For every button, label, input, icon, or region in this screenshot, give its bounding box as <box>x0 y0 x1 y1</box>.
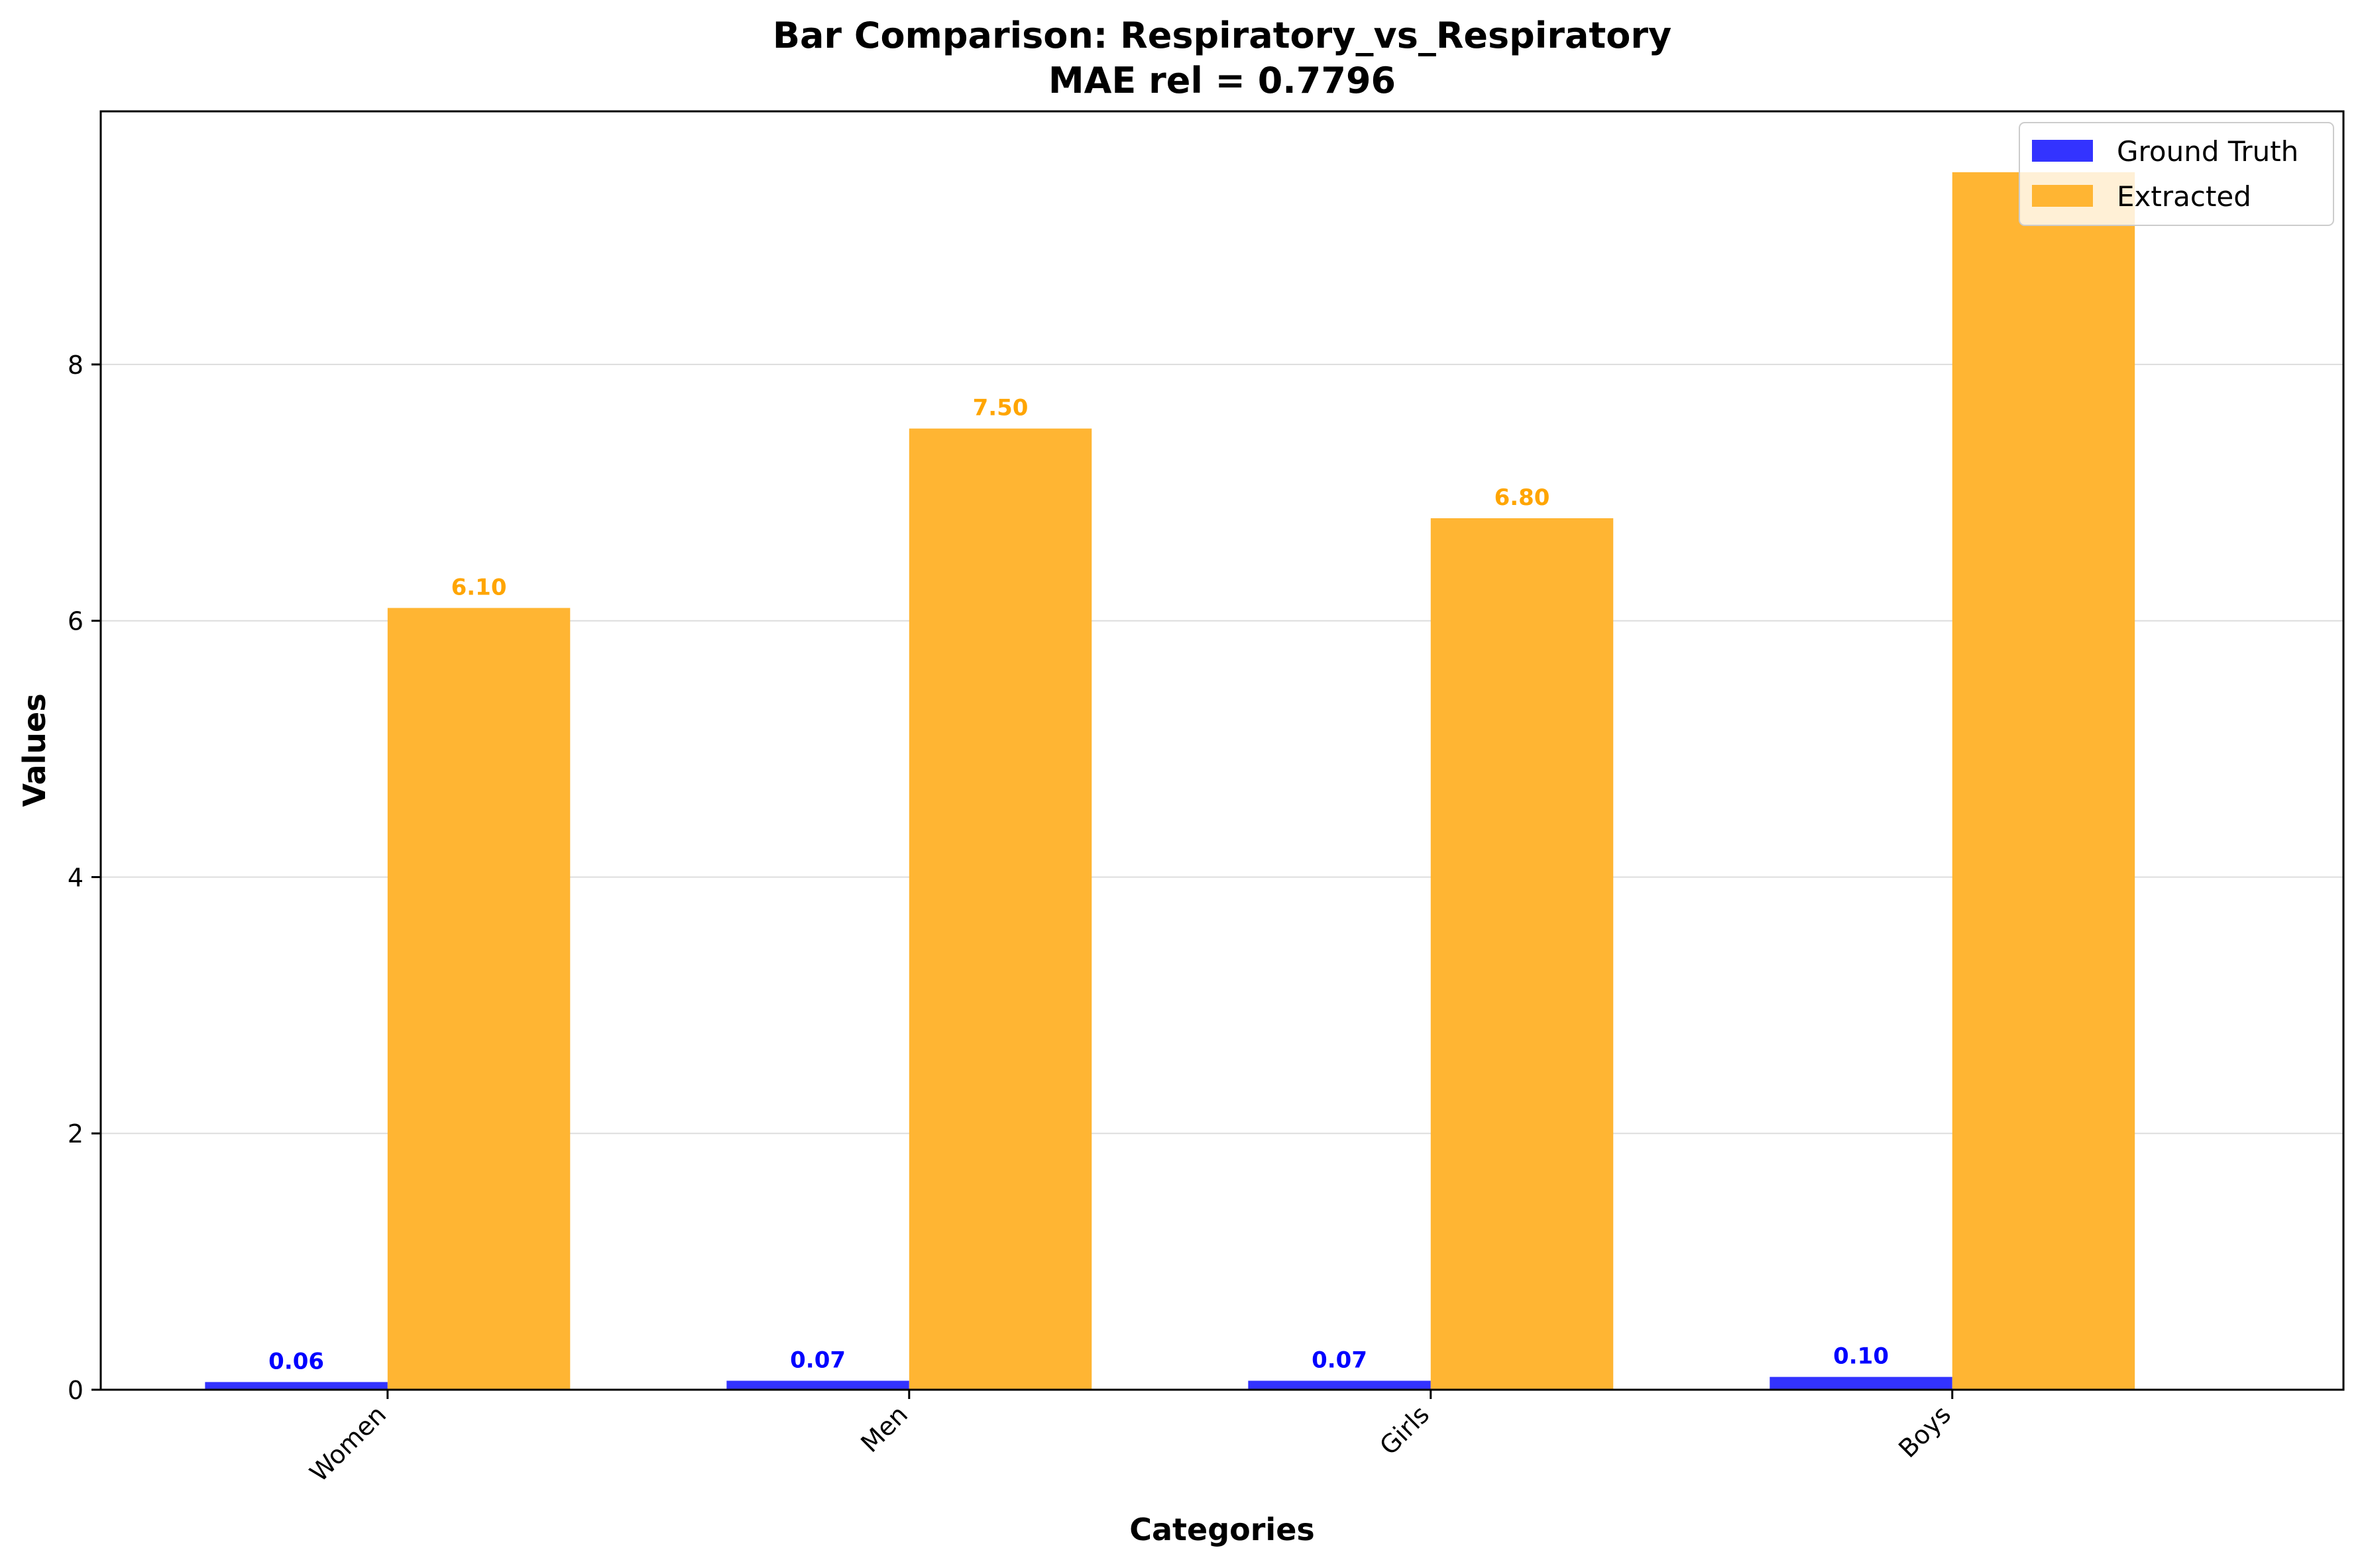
bar-ground-truth-women <box>205 1382 388 1390</box>
y-axis: 0 2 4 6 8 <box>68 351 101 1405</box>
bars <box>205 172 2135 1390</box>
x-axis-title: Categories <box>1129 1512 1315 1547</box>
plot-frame <box>99 110 2345 1391</box>
y-tick-label-6: 6 <box>68 607 84 636</box>
data-label-ground-truth-women: 0.06 <box>268 1348 324 1374</box>
bar-extracted-girls <box>1430 518 1614 1390</box>
data-labels: 0.06 0.07 0.07 0.10 6.10 7.50 6.80 <box>268 395 1889 1375</box>
legend-label-ground-truth: Ground Truth <box>2117 135 2298 168</box>
data-label-ground-truth-girls: 0.07 <box>1312 1347 1367 1373</box>
data-label-extracted-girls: 6.80 <box>1494 484 1550 511</box>
bar-extracted-men <box>909 428 1092 1390</box>
legend: Ground Truth Extracted <box>2019 122 2334 226</box>
data-label-ground-truth-boys: 0.10 <box>1833 1343 1889 1370</box>
y-tick-label-0: 0 <box>68 1376 84 1405</box>
bar-extracted-boys <box>1952 172 2135 1390</box>
y-tick-label-2: 2 <box>68 1119 84 1148</box>
y-tick-label-8: 8 <box>68 351 84 380</box>
legend-swatch-ground-truth <box>2032 140 2093 162</box>
legend-label-extracted: Extracted <box>2117 180 2251 213</box>
chart-subtitle: MAE rel = 0.7796 <box>1048 60 1396 101</box>
bar-ground-truth-boys <box>1770 1376 1952 1390</box>
legend-swatch-extracted <box>2032 185 2093 207</box>
data-label-ground-truth-men: 0.07 <box>790 1347 846 1373</box>
data-label-extracted-women: 6.10 <box>451 574 507 600</box>
bar-ground-truth-men <box>726 1380 909 1390</box>
chart-title: Bar Comparison: Respiratory_vs_Respirato… <box>773 15 1671 56</box>
legend-box <box>2019 122 2334 226</box>
y-tick-label-4: 4 <box>68 863 84 892</box>
bar-ground-truth-girls <box>1248 1380 1431 1390</box>
data-label-extracted-men: 7.50 <box>973 395 1029 421</box>
y-axis-title: Values <box>17 693 52 807</box>
bar-extracted-women <box>387 608 571 1390</box>
